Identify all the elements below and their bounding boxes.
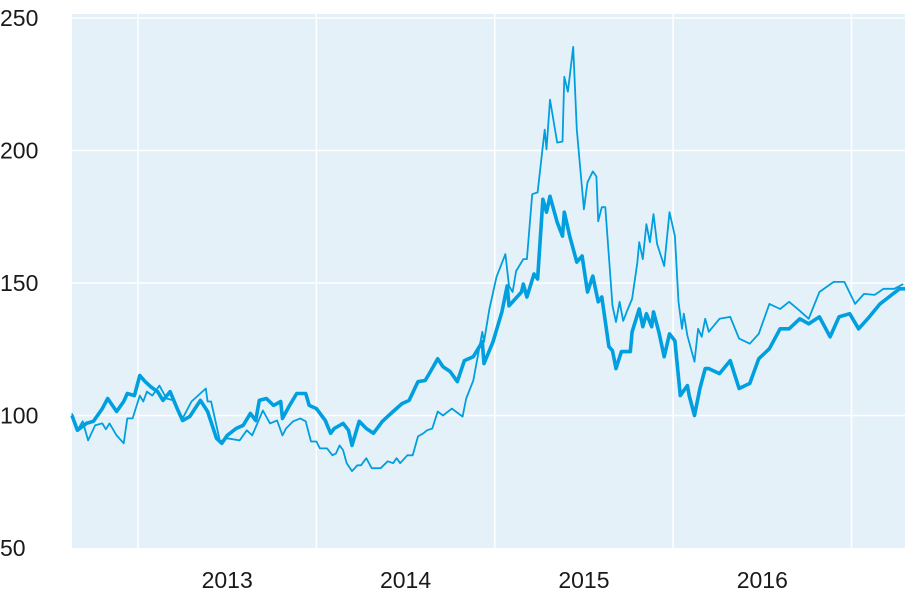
y-axis-tick-labels: 50 100 150 200 250 <box>0 5 38 561</box>
series-line-thin <box>71 46 904 472</box>
y-tick-label: 100 <box>0 403 38 429</box>
y-tick-label: 250 <box>0 5 38 31</box>
x-tick-label: 2015 <box>558 567 609 593</box>
y-tick-label: 200 <box>0 138 38 164</box>
x-axis-tick-labels: 2013 2014 2015 2016 <box>202 567 788 593</box>
x-tick-label: 2013 <box>202 567 253 593</box>
x-tick-label: 2016 <box>737 567 788 593</box>
series-line-thick <box>70 194 905 448</box>
y-tick-label: 50 <box>0 535 26 561</box>
series-lines <box>70 46 905 472</box>
y-tick-label: 150 <box>0 270 38 296</box>
x-tick-label: 2014 <box>380 567 431 593</box>
gridlines <box>72 14 905 548</box>
plot-background <box>72 14 905 548</box>
